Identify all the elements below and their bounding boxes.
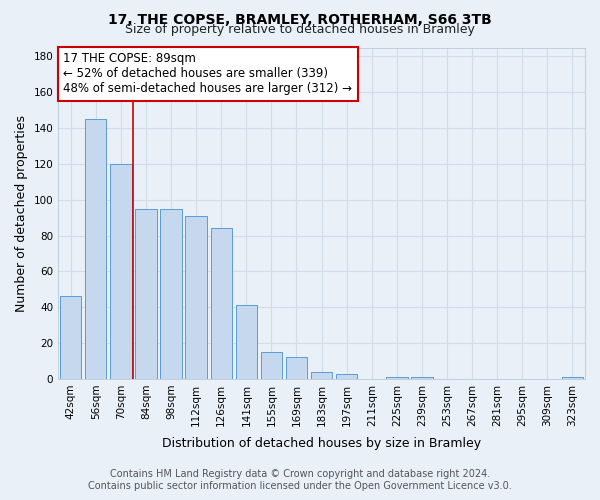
Y-axis label: Number of detached properties: Number of detached properties [15, 114, 28, 312]
Bar [386, 377, 407, 379]
Bar [286, 358, 307, 379]
X-axis label: Distribution of detached houses by size in Bramley: Distribution of detached houses by size … [162, 437, 481, 450]
Bar [211, 228, 232, 379]
Bar [411, 377, 433, 379]
Bar [185, 216, 207, 379]
Bar [311, 372, 332, 379]
Bar [136, 208, 157, 379]
Text: Size of property relative to detached houses in Bramley: Size of property relative to detached ho… [125, 22, 475, 36]
Text: 17, THE COPSE, BRAMLEY, ROTHERHAM, S66 3TB: 17, THE COPSE, BRAMLEY, ROTHERHAM, S66 3… [108, 12, 492, 26]
Bar [160, 208, 182, 379]
Bar [85, 119, 106, 379]
Bar [261, 352, 282, 379]
Bar [562, 377, 583, 379]
Text: 17 THE COPSE: 89sqm
← 52% of detached houses are smaller (339)
48% of semi-detac: 17 THE COPSE: 89sqm ← 52% of detached ho… [64, 52, 352, 96]
Bar [336, 374, 358, 379]
Bar [236, 306, 257, 379]
Text: Contains HM Land Registry data © Crown copyright and database right 2024.
Contai: Contains HM Land Registry data © Crown c… [88, 470, 512, 491]
Bar [60, 296, 82, 379]
Bar [110, 164, 131, 379]
